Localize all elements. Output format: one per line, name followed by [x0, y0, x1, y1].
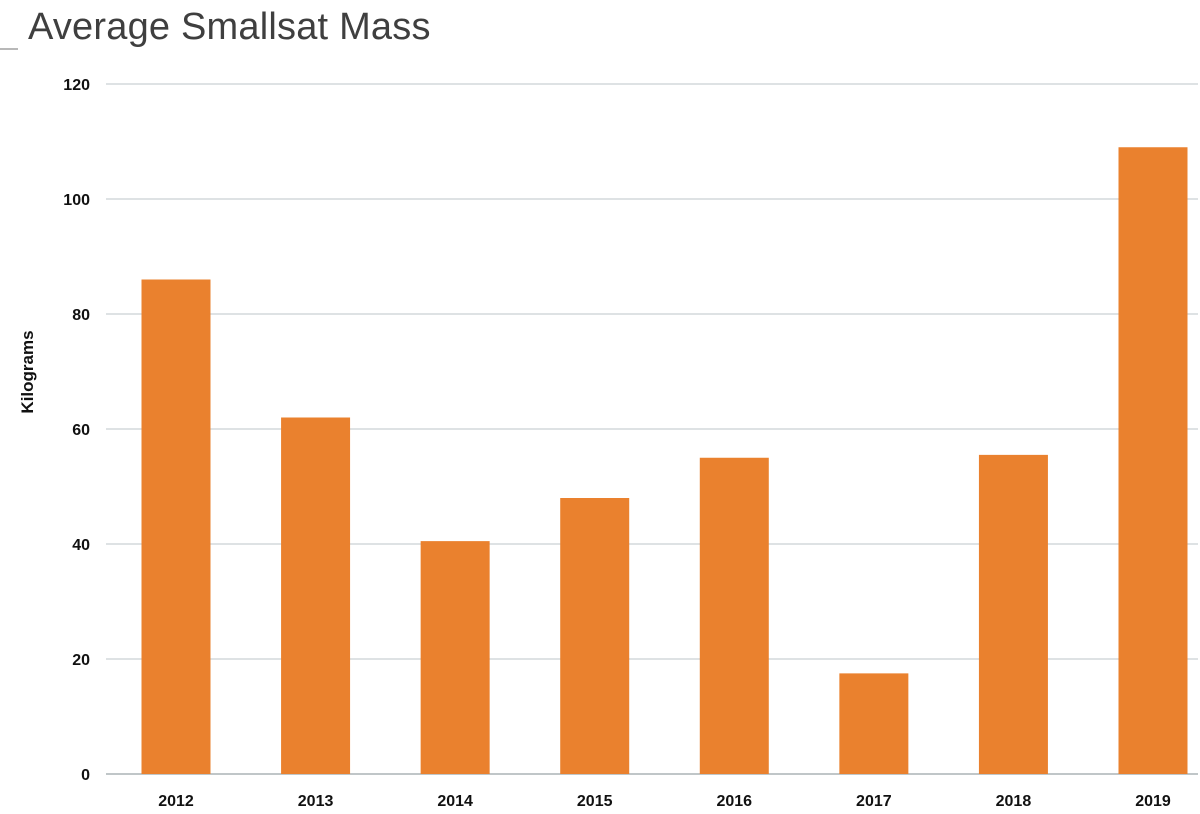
bar-2018 — [978, 454, 1048, 774]
y-axis-label: Kilograms — [18, 330, 37, 413]
x-tick-label: 2016 — [716, 793, 752, 810]
bar-2017 — [839, 673, 909, 774]
x-tick-label: 2012 — [158, 793, 194, 810]
x-axis-ticks: 2012 2013 2014 2015 2016 2017 2018 2019 — [158, 793, 1171, 810]
x-tick-label: 2015 — [577, 793, 613, 810]
bar-2014 — [420, 541, 490, 774]
bar-2019 — [1118, 147, 1188, 774]
bar-2013 — [281, 417, 351, 774]
bar-2012 — [141, 279, 211, 774]
bar-2015 — [560, 498, 630, 774]
x-tick-label: 2013 — [298, 793, 334, 810]
x-tick-label: 2014 — [437, 793, 473, 810]
y-tick-label: 60 — [72, 422, 90, 439]
y-tick-label: 100 — [63, 192, 90, 209]
chart-title: Average Smallsat Mass — [28, 6, 431, 48]
title-rule — [0, 48, 18, 50]
x-tick-label: 2018 — [996, 793, 1032, 810]
bar-2016 — [699, 457, 769, 774]
y-tick-label: 0 — [81, 767, 90, 784]
y-tick-label: 20 — [72, 652, 90, 669]
y-tick-label: 80 — [72, 307, 90, 324]
y-tick-label: 120 — [63, 77, 90, 94]
x-tick-label: 2017 — [856, 793, 892, 810]
x-tick-label: 2019 — [1135, 793, 1171, 810]
y-tick-label: 40 — [72, 537, 90, 554]
bars — [141, 147, 1188, 774]
y-axis-ticks: 0 20 40 60 80 100 120 — [63, 77, 90, 784]
